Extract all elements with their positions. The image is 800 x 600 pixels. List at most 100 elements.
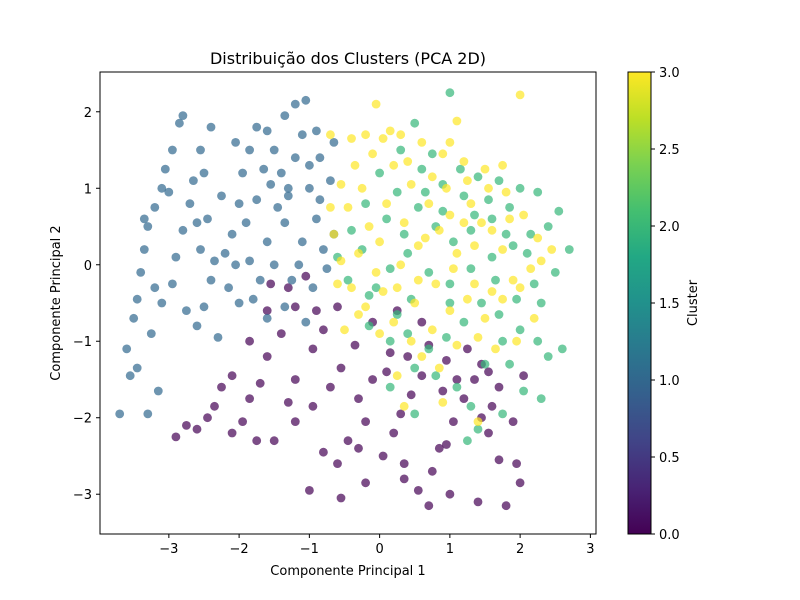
data-point-cluster-0 [290,417,300,426]
data-point-cluster-1 [206,122,216,132]
data-point-cluster-1 [326,176,335,186]
data-point-cluster-0 [385,348,395,358]
data-point-cluster-1 [305,160,314,170]
data-point-cluster-3 [473,417,483,426]
data-point-cluster-3 [375,237,384,247]
data-point-cluster-3 [515,283,525,293]
data-point-cluster-1 [157,298,167,308]
data-point-cluster-0 [494,382,504,392]
colorbar-tick-label: 3.0 [659,66,680,81]
data-point-cluster-1 [290,99,300,109]
data-point-cluster-1 [189,176,198,186]
data-point-cluster-0 [399,459,409,468]
data-point-cluster-3 [438,398,448,407]
data-point-cluster-2 [449,237,458,247]
data-point-cluster-3 [420,233,430,243]
data-point-cluster-1 [245,256,255,266]
colorbar-tick-label: 2.5 [659,143,680,158]
data-point-cluster-1 [234,298,244,308]
data-point-cluster-2 [431,371,441,381]
data-point-cluster-1 [283,191,293,201]
data-point-cluster-0 [182,421,191,430]
data-point-cluster-0 [484,428,493,438]
data-point-cluster-3 [515,90,525,100]
data-point-cluster-3 [480,164,490,174]
data-point-cluster-2 [484,195,493,205]
data-point-cluster-1 [248,294,258,304]
x-tick-label: −3 [159,542,178,557]
data-point-cluster-0 [262,352,272,361]
data-point-cluster-0 [487,401,497,411]
data-point-cluster-3 [487,287,497,296]
data-point-cluster-3 [347,283,356,293]
data-point-cluster-0 [336,363,346,373]
data-point-cluster-3 [396,130,406,140]
x-tick-label: 1 [446,542,454,557]
data-point-cluster-1 [168,145,177,155]
data-point-cluster-2 [459,317,469,327]
data-point-cluster-0 [452,375,462,384]
data-point-cluster-3 [449,264,458,273]
data-point-cluster-3 [413,275,423,285]
data-point-cluster-2 [515,183,525,193]
data-point-cluster-3 [350,160,360,170]
data-point-cluster-2 [347,225,356,235]
data-point-cluster-2 [417,164,427,174]
data-point-cluster-3 [382,199,391,209]
data-point-cluster-1 [252,122,262,132]
data-point-cluster-2 [550,268,560,277]
data-point-cluster-3 [389,160,399,170]
data-point-cluster-2 [505,359,514,369]
data-point-cluster-3 [512,336,521,346]
data-point-cluster-2 [410,409,420,419]
data-point-cluster-3 [410,298,420,308]
data-point-cluster-0 [406,390,416,400]
data-point-cluster-0 [368,375,377,384]
data-point-cluster-3 [438,149,448,159]
data-point-cluster-0 [470,375,479,384]
data-point-cluster-0 [515,478,525,488]
data-point-cluster-2 [564,245,574,254]
data-point-cluster-3 [473,333,483,342]
data-point-cluster-1 [185,199,195,209]
data-point-cluster-0 [336,493,346,503]
data-point-cluster-1 [139,245,149,254]
data-point-cluster-1 [315,195,325,205]
data-point-cluster-1 [132,294,142,304]
data-point-cluster-2 [498,336,507,346]
data-point-cluster-0 [290,375,300,384]
data-point-cluster-2 [477,298,486,308]
data-point-cluster-2 [392,310,402,319]
data-point-cluster-1 [171,252,181,262]
data-point-cluster-1 [231,260,241,270]
data-point-cluster-0 [210,401,219,411]
data-point-cluster-0 [283,398,293,407]
data-point-cluster-0 [361,417,370,426]
data-point-cluster-3 [333,279,342,289]
colorbar-tick-label: 2.0 [659,220,680,235]
x-axis: −3 −2 −1 0 1 2 3 [159,534,595,557]
data-point-cluster-3 [508,275,518,285]
data-point-cluster-1 [178,225,188,235]
data-point-cluster-3 [452,248,462,258]
data-point-cluster-2 [424,344,434,354]
data-point-cluster-0 [449,417,458,426]
data-point-cluster-3 [491,344,500,354]
data-point-cluster-2 [463,436,472,446]
data-point-cluster-3 [389,317,399,327]
data-point-cluster-2 [487,252,497,262]
data-point-cluster-3 [361,130,370,140]
data-point-cluster-3 [434,225,444,235]
colorbar-label: Cluster [686,279,701,326]
data-point-cluster-2 [452,382,462,392]
data-point-cluster-3 [368,149,377,159]
data-point-cluster-1 [213,333,223,342]
colorbar [627,71,652,535]
y-tick-label: −1 [73,335,92,350]
data-point-cluster-1 [283,183,293,193]
data-point-cluster-2 [519,386,528,396]
data-point-cluster-2 [392,187,402,197]
chart-title: Distribuição dos Clusters (PCA 2D) [210,49,486,68]
data-point-cluster-3 [431,279,441,289]
